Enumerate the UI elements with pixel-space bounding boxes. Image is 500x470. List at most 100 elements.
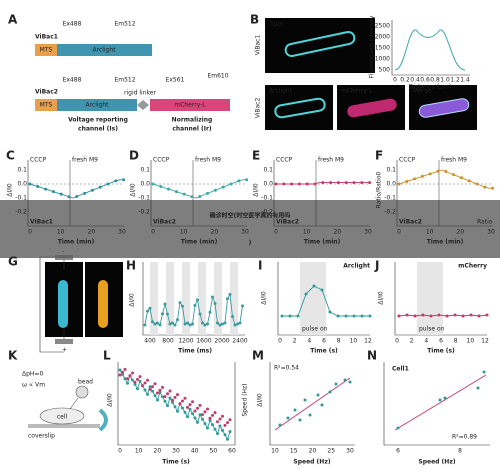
- point: [148, 385, 152, 389]
- point: [158, 388, 162, 392]
- point: [143, 323, 147, 327]
- label: CCCP: [399, 157, 416, 164]
- cell-image: [347, 98, 397, 118]
- tick-label: 2400: [232, 338, 247, 345]
- label: R²=0.54: [274, 365, 299, 372]
- point: [158, 323, 162, 327]
- point: [437, 313, 441, 317]
- label: Ex561: [166, 77, 185, 84]
- tick-label: 0.0: [386, 181, 396, 188]
- image: [265, 18, 375, 73]
- point: [397, 314, 401, 318]
- point: [28, 182, 32, 186]
- tick-label: 20: [334, 229, 342, 236]
- point: [188, 323, 192, 327]
- point: [206, 407, 209, 411]
- point: [151, 320, 154, 324]
- label: ViBac1: [30, 219, 53, 226]
- point: [296, 314, 300, 318]
- point: [183, 410, 187, 414]
- tick-label: 500: [379, 67, 391, 74]
- point: [133, 380, 137, 384]
- tick-label: 50: [210, 448, 218, 455]
- label: Em512: [114, 21, 135, 28]
- point: [216, 420, 219, 424]
- point: [198, 403, 202, 407]
- point: [216, 321, 219, 325]
- point: [443, 396, 447, 400]
- cell-image: [274, 97, 326, 119]
- point: [190, 195, 194, 199]
- label: ViBac1: [35, 34, 58, 41]
- point: [405, 313, 409, 317]
- point: [167, 187, 171, 191]
- tick-label: 0.2: [400, 77, 410, 84]
- label: Cell1: [392, 366, 409, 373]
- point: [221, 185, 225, 189]
- trace: [394, 29, 466, 71]
- point: [485, 313, 489, 317]
- point: [173, 323, 177, 327]
- point: [344, 181, 348, 185]
- point: [206, 322, 209, 326]
- point: [44, 187, 48, 191]
- point: [183, 396, 187, 400]
- point: [36, 185, 40, 189]
- point: [274, 182, 278, 186]
- point: [176, 318, 179, 322]
- cell-shape: [39, 407, 85, 425]
- label: CCCP: [276, 157, 293, 164]
- tick-label: 20: [457, 229, 465, 236]
- point: [191, 322, 194, 326]
- tick-label: 8: [458, 448, 462, 455]
- point: [171, 321, 174, 325]
- label: Arclight: [85, 102, 109, 109]
- point: [176, 393, 179, 397]
- point: [413, 314, 417, 318]
- tick-label: 12: [364, 338, 372, 345]
- point: [206, 191, 210, 195]
- point: [118, 373, 122, 377]
- label: Normalizing: [172, 117, 213, 124]
- point: [238, 321, 242, 325]
- label: pulse on: [302, 326, 328, 333]
- tick-label: 30: [364, 229, 372, 236]
- mts-box: [35, 44, 57, 56]
- point: [173, 395, 177, 399]
- label: rigid linker: [124, 90, 156, 97]
- tick-label: 10: [180, 229, 188, 236]
- label: Ex488: [63, 77, 82, 84]
- point: [334, 382, 338, 386]
- axis-label: ViBac1: [255, 35, 262, 56]
- tick-label: 10: [467, 338, 475, 345]
- panel-label: A: [8, 13, 18, 27]
- tick-label: -0.1: [261, 195, 273, 202]
- point: [198, 413, 202, 417]
- point: [121, 370, 124, 374]
- point: [368, 181, 372, 185]
- panel-label: J: [374, 259, 379, 273]
- point: [163, 399, 167, 403]
- tick-label: 0: [395, 338, 399, 345]
- label: ΔpH=0: [22, 371, 43, 378]
- tick-label: 10: [426, 229, 434, 236]
- point: [191, 412, 194, 416]
- tick-label: 8: [454, 338, 458, 345]
- axis-label: Time (s): [310, 348, 338, 355]
- tick-label: 12: [481, 338, 489, 345]
- fit-line: [394, 374, 487, 431]
- axis: [394, 262, 487, 336]
- point: [475, 182, 479, 186]
- tick-label: 2: [410, 338, 414, 345]
- label: 1μm: [270, 21, 284, 28]
- label: ω ∝ Vm: [22, 382, 45, 389]
- point: [208, 418, 212, 422]
- point: [221, 414, 224, 418]
- cell-image: [418, 98, 470, 118]
- point: [136, 387, 139, 391]
- label: fresh M9: [72, 157, 98, 164]
- tick-label: 10: [135, 448, 143, 455]
- point: [158, 390, 162, 394]
- bead-shape: [75, 385, 89, 399]
- point: [211, 413, 214, 417]
